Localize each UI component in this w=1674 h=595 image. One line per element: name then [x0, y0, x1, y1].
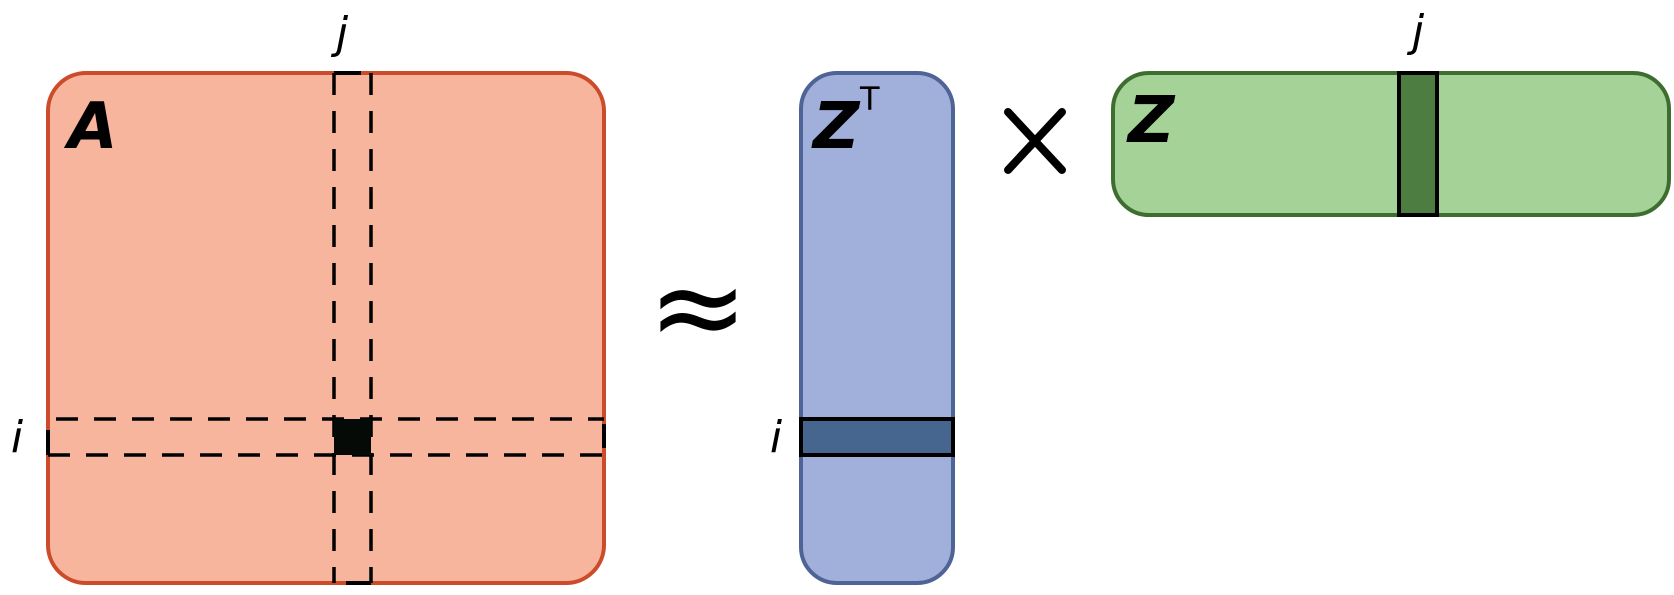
matrix-z-body — [1111, 71, 1671, 217]
matrix-z-label: Z — [1126, 84, 1176, 158]
approx-symbol: ≈ — [648, 238, 749, 377]
matrix-a-col-index: j — [331, 8, 349, 59]
matrix-a-entry-ij — [334, 419, 371, 455]
matrix-zt-label: Z — [811, 90, 861, 164]
matrix-a-body — [46, 71, 606, 585]
matrix-z-transpose: Z T i — [770, 71, 955, 585]
matrix-a: A j i — [11, 8, 606, 585]
times-symbol: × — [1004, 108, 1066, 174]
matrix-z: Z j — [1111, 6, 1671, 217]
matrix-z-col-j — [1397, 71, 1439, 217]
matrix-zt-row-index: i — [770, 412, 783, 463]
times-symbol-text: × — [1035, 148, 1036, 151]
matrix-zt-row-i — [799, 417, 955, 457]
matrix-zt-transpose-mark: T — [859, 80, 880, 118]
matrix-z-col-index: j — [1407, 6, 1425, 57]
matrix-a-row-index: i — [11, 412, 24, 463]
matrix-a-label: A — [63, 90, 118, 164]
